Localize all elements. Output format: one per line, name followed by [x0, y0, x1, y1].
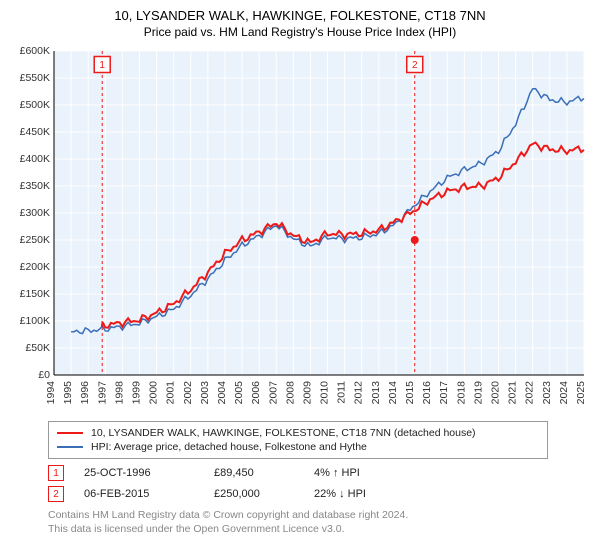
- svg-text:2015: 2015: [404, 381, 416, 405]
- svg-text:2005: 2005: [233, 381, 245, 405]
- legend-swatch: [57, 446, 83, 448]
- svg-text:2001: 2001: [165, 381, 177, 405]
- legend-label: HPI: Average price, detached house, Folk…: [91, 441, 367, 453]
- svg-text:£250K: £250K: [20, 234, 50, 246]
- marker-data-row: 1 25-OCT-1996 £89,450 4% ↑ HPI: [48, 465, 592, 481]
- svg-text:2019: 2019: [472, 381, 484, 405]
- chart-title-address: 10, LYSANDER WALK, HAWKINGE, FOLKESTONE,…: [8, 8, 592, 23]
- svg-text:2012: 2012: [353, 381, 365, 405]
- marker-price: £89,450: [214, 467, 294, 479]
- marker-date: 06-FEB-2015: [84, 488, 194, 500]
- svg-text:2018: 2018: [455, 381, 467, 405]
- svg-text:1995: 1995: [62, 381, 74, 405]
- svg-text:£50K: £50K: [25, 342, 50, 354]
- legend-item: 10, LYSANDER WALK, HAWKINGE, FOLKESTONE,…: [57, 426, 539, 440]
- marker-date: 25-OCT-1996: [84, 467, 194, 479]
- svg-text:£100K: £100K: [20, 315, 50, 327]
- svg-text:£150K: £150K: [20, 288, 50, 300]
- svg-text:£350K: £350K: [20, 180, 50, 192]
- chart-subtitle: Price paid vs. HM Land Registry's House …: [8, 25, 592, 39]
- svg-text:1994: 1994: [45, 381, 57, 405]
- svg-text:2022: 2022: [524, 381, 536, 405]
- svg-text:£200K: £200K: [20, 261, 50, 273]
- svg-text:1998: 1998: [113, 381, 125, 405]
- svg-text:2023: 2023: [541, 381, 553, 405]
- chart-area: £0 £50K £100K £150K £200K £250K £300K £350K £400…: [8, 45, 592, 415]
- legend: 10, LYSANDER WALK, HAWKINGE, FOLKESTONE,…: [48, 421, 548, 459]
- legend-item: HPI: Average price, detached house, Folk…: [57, 440, 539, 454]
- svg-text:2009: 2009: [301, 381, 313, 405]
- svg-text:£300K: £300K: [20, 207, 50, 219]
- svg-text:2008: 2008: [284, 381, 296, 405]
- svg-text:1999: 1999: [130, 381, 142, 405]
- svg-text:2010: 2010: [319, 381, 331, 405]
- footnote-line1: Contains HM Land Registry data © Crown c…: [48, 508, 568, 522]
- svg-text:2016: 2016: [421, 381, 433, 405]
- footnote-line2: This data is licensed under the Open Gov…: [48, 522, 568, 536]
- svg-text:£550K: £550K: [20, 72, 50, 84]
- svg-text:2025: 2025: [575, 381, 587, 405]
- marker-pct: 22% ↓ HPI: [314, 488, 434, 500]
- svg-text:£450K: £450K: [20, 126, 50, 138]
- svg-text:£500K: £500K: [20, 99, 50, 111]
- svg-text:2011: 2011: [336, 381, 348, 404]
- svg-text:2002: 2002: [182, 381, 194, 405]
- svg-text:2024: 2024: [558, 381, 570, 405]
- legend-swatch: [57, 432, 83, 434]
- svg-text:£400K: £400K: [20, 153, 50, 165]
- svg-text:2: 2: [412, 60, 418, 71]
- footnote: Contains HM Land Registry data © Crown c…: [48, 508, 568, 536]
- svg-text:2003: 2003: [199, 381, 211, 405]
- svg-text:1997: 1997: [96, 381, 108, 405]
- svg-text:2013: 2013: [370, 381, 382, 405]
- marker-badge: 1: [48, 465, 64, 481]
- svg-text:2006: 2006: [250, 381, 262, 405]
- svg-text:2021: 2021: [507, 381, 519, 405]
- marker-data-row: 2 06-FEB-2015 £250,000 22% ↓ HPI: [48, 486, 592, 502]
- marker-pct: 4% ↑ HPI: [314, 467, 434, 479]
- svg-text:2004: 2004: [216, 381, 228, 405]
- svg-text:2014: 2014: [387, 381, 399, 405]
- svg-text:2020: 2020: [490, 381, 502, 405]
- legend-label: 10, LYSANDER WALK, HAWKINGE, FOLKESTONE,…: [91, 427, 476, 439]
- line-chart-svg: £0 £50K £100K £150K £200K £250K £300K £350K £400…: [8, 45, 592, 415]
- marker-badge: 2: [48, 486, 64, 502]
- svg-text:£600K: £600K: [20, 45, 50, 57]
- svg-text:£0: £0: [38, 369, 50, 381]
- svg-text:2017: 2017: [438, 381, 450, 405]
- marker-price: £250,000: [214, 488, 294, 500]
- svg-text:1: 1: [99, 60, 105, 71]
- svg-text:1996: 1996: [79, 381, 91, 405]
- svg-text:2007: 2007: [267, 381, 279, 405]
- svg-text:2000: 2000: [148, 381, 160, 405]
